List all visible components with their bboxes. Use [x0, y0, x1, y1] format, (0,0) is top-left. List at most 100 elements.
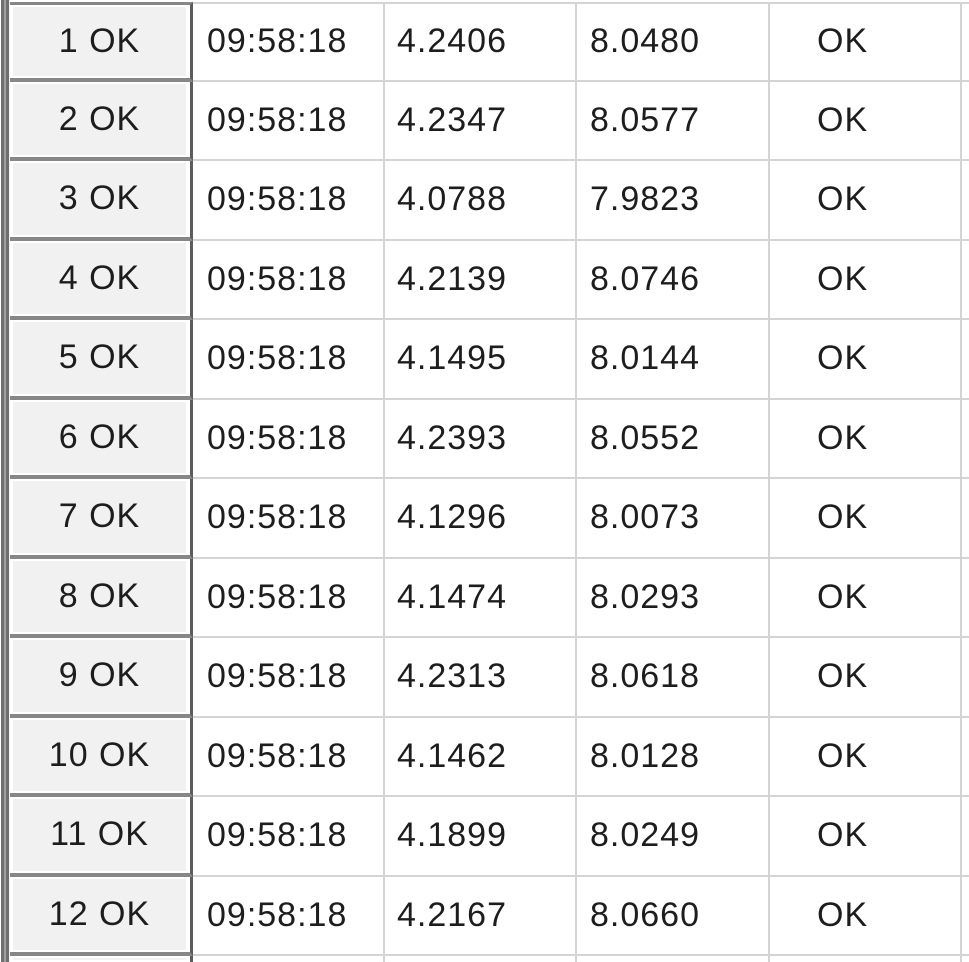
time-cell: 09:58:18	[193, 717, 385, 797]
value1-cell: 4.1899	[385, 797, 577, 877]
value2-cell: 8.0746	[577, 240, 770, 320]
status-cell: OK	[770, 161, 962, 241]
value1-cell	[385, 956, 577, 962]
value1-cell: 4.1495	[385, 320, 577, 400]
value2-cell: 8.0128	[577, 717, 770, 797]
table-row: 5 OK 09:58:18 4.1495 8.0144 OK	[10, 320, 969, 400]
status-cell: OK	[770, 320, 962, 400]
row-header-button[interactable]: 6 OK	[10, 399, 193, 479]
row-header-button[interactable]: 8 OK	[10, 558, 193, 638]
measurement-table: 1 OK 09:58:18 4.2406 8.0480 OK 2 OK 09:5…	[10, 0, 969, 962]
value2-cell: 8.0618	[577, 638, 770, 718]
row-header-button[interactable]: 1 OK	[10, 2, 193, 82]
row-header-button[interactable]: 2 OK	[10, 81, 193, 161]
status-cell: OK	[770, 797, 962, 877]
table-row-partial	[10, 956, 969, 962]
row-header-button[interactable]: 10 OK	[10, 717, 193, 797]
value1-cell: 4.1474	[385, 558, 577, 638]
row-trailing-space	[962, 638, 969, 718]
table-row: 11 OK 09:58:18 4.1899 8.0249 OK	[10, 797, 969, 877]
row-trailing-space	[962, 320, 969, 400]
table-row: 3 OK 09:58:18 4.0788 7.9823 OK	[10, 161, 969, 241]
row-header-label: 4 OK	[13, 242, 186, 314]
row-trailing-space	[962, 240, 969, 320]
value2-cell: 8.0073	[577, 479, 770, 559]
row-trailing-space	[962, 797, 969, 877]
row-header-label: 1 OK	[13, 7, 186, 76]
status-cell: OK	[770, 479, 962, 559]
row-trailing-space	[962, 399, 969, 479]
row-header-label: 6 OK	[13, 401, 186, 473]
row-header-button[interactable]: 11 OK	[10, 797, 193, 877]
row-header-label: 12 OK	[13, 878, 186, 950]
row-trailing-space	[962, 161, 969, 241]
value2-cell: 8.0293	[577, 558, 770, 638]
table-row: 9 OK 09:58:18 4.2313 8.0618 OK	[10, 638, 969, 718]
value1-cell: 4.2139	[385, 240, 577, 320]
value1-cell: 4.2393	[385, 399, 577, 479]
value1-cell: 4.1296	[385, 479, 577, 559]
table-row: 4 OK 09:58:18 4.2139 8.0746 OK	[10, 240, 969, 320]
status-cell: OK	[770, 876, 962, 956]
time-cell: 09:58:18	[193, 240, 385, 320]
table-row: 10 OK 09:58:18 4.1462 8.0128 OK	[10, 717, 969, 797]
row-trailing-space	[962, 479, 969, 559]
value1-cell: 4.2406	[385, 2, 577, 82]
value1-cell: 4.0788	[385, 161, 577, 241]
grid-left-edge-border	[0, 0, 10, 962]
value2-cell: 8.0660	[577, 876, 770, 956]
status-cell: OK	[770, 717, 962, 797]
time-cell: 09:58:18	[193, 2, 385, 82]
row-trailing-space	[962, 558, 969, 638]
row-header-label: 5 OK	[13, 322, 186, 394]
status-cell: OK	[770, 240, 962, 320]
status-cell: OK	[770, 558, 962, 638]
row-trailing-space	[962, 717, 969, 797]
value1-cell: 4.2167	[385, 876, 577, 956]
row-header-button[interactable]: 3 OK	[10, 161, 193, 241]
value2-cell: 7.9823	[577, 161, 770, 241]
time-cell: 09:58:18	[193, 81, 385, 161]
row-header-button[interactable]: 4 OK	[10, 240, 193, 320]
status-cell: OK	[770, 81, 962, 161]
time-cell: 09:58:18	[193, 558, 385, 638]
time-cell: 09:58:18	[193, 161, 385, 241]
row-header-button[interactable]: 7 OK	[10, 479, 193, 559]
row-header-label: 2 OK	[13, 83, 186, 155]
row-trailing-space	[962, 2, 969, 82]
row-header-button[interactable]: 5 OK	[10, 320, 193, 400]
table-row: 8 OK 09:58:18 4.1474 8.0293 OK	[10, 558, 969, 638]
row-header-button[interactable]	[10, 956, 193, 962]
row-header-label: 3 OK	[13, 163, 186, 235]
row-header-label: 11 OK	[13, 799, 186, 871]
value2-cell	[577, 956, 770, 962]
status-cell: OK	[770, 2, 962, 82]
row-header-button[interactable]: 12 OK	[10, 876, 193, 956]
time-cell: 09:58:18	[193, 638, 385, 718]
status-cell: OK	[770, 638, 962, 718]
row-header-label: 8 OK	[13, 560, 186, 632]
row-trailing-space	[962, 956, 969, 962]
value2-cell: 8.0480	[577, 2, 770, 82]
value2-cell: 8.0552	[577, 399, 770, 479]
value2-cell: 8.0144	[577, 320, 770, 400]
value2-cell: 8.0249	[577, 797, 770, 877]
table-row: 6 OK 09:58:18 4.2393 8.0552 OK	[10, 399, 969, 479]
row-trailing-space	[962, 876, 969, 956]
time-cell	[193, 956, 385, 962]
row-header-label	[13, 958, 186, 960]
row-header-button[interactable]: 9 OK	[10, 638, 193, 718]
value2-cell: 8.0577	[577, 81, 770, 161]
time-cell: 09:58:18	[193, 399, 385, 479]
row-header-label: 10 OK	[13, 719, 186, 791]
table-row: 12 OK 09:58:18 4.2167 8.0660 OK	[10, 876, 969, 956]
table-row: 1 OK 09:58:18 4.2406 8.0480 OK	[10, 2, 969, 82]
time-cell: 09:58:18	[193, 797, 385, 877]
row-trailing-space	[962, 81, 969, 161]
row-header-label: 9 OK	[13, 640, 186, 712]
row-header-label: 7 OK	[13, 481, 186, 553]
time-cell: 09:58:18	[193, 876, 385, 956]
value1-cell: 4.2313	[385, 638, 577, 718]
value1-cell: 4.1462	[385, 717, 577, 797]
